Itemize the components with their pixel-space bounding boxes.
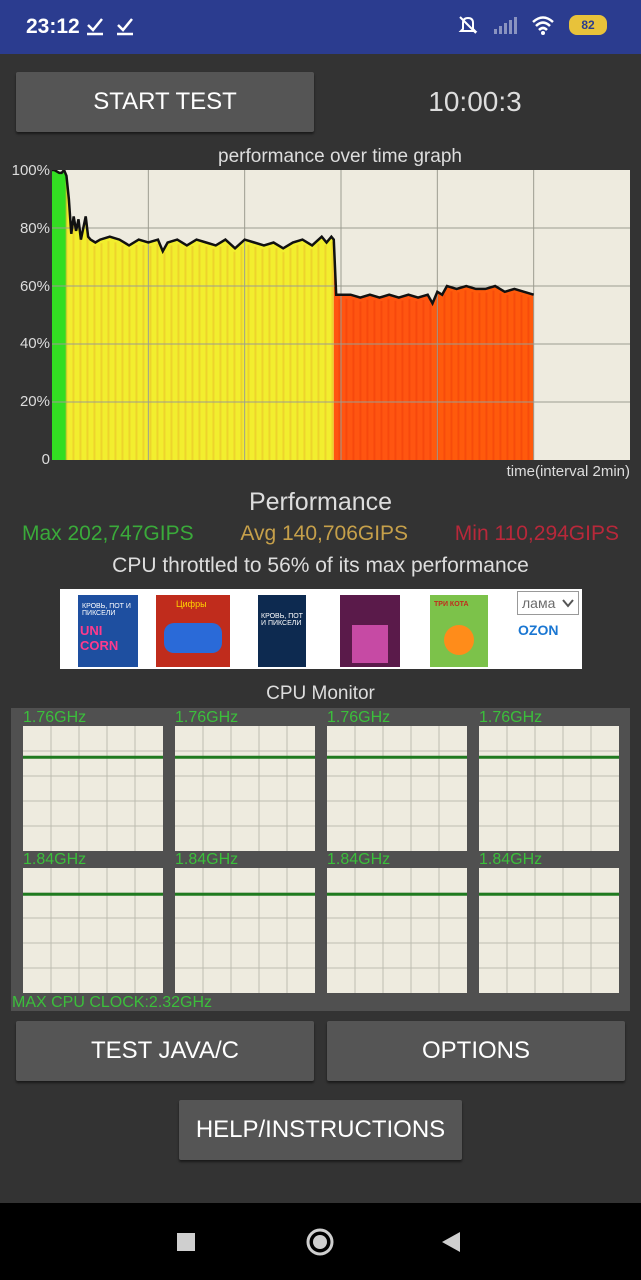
back-icon[interactable]	[441, 1231, 461, 1253]
core-frequency: 1.84GHz	[327, 851, 391, 868]
chevron-down-icon	[562, 599, 574, 608]
core-frequency: 1.76GHz	[175, 709, 239, 726]
core-load-graph	[479, 868, 619, 993]
wifi-icon	[532, 16, 554, 35]
status-bar: 23:12 82	[0, 0, 641, 54]
home-icon[interactable]	[305, 1227, 335, 1257]
ad-book-title: КРОВЬ, ПОТ И ПИКСЕЛИ	[261, 613, 303, 627]
ad-brand: OZON	[518, 622, 559, 638]
ad-book-title: КРОВЬ, ПОТ И ПИКСЕЛИ	[82, 603, 131, 617]
avg-performance: Avg 140,706GIPS	[240, 522, 409, 545]
y-tick-label: 20%	[19, 393, 50, 410]
ad-book-2[interactable]: Цифры	[156, 595, 230, 667]
ad-select[interactable]: лама	[517, 591, 579, 615]
status-time: 23:12	[26, 15, 80, 38]
y-tick-label: 40%	[19, 335, 50, 352]
test-timer: 10:00:3	[428, 86, 522, 117]
performance-band	[333, 239, 433, 460]
min-performance: Min 110,294GIPS	[454, 522, 619, 545]
check-icon	[117, 18, 133, 36]
max-cpu-clock: MAX CPU CLOCK:2.32GHz	[12, 994, 213, 1011]
core-load-graph	[175, 868, 315, 993]
core-load-graph	[479, 726, 619, 851]
recents-icon[interactable]	[176, 1232, 196, 1252]
core-frequency: 1.84GHz	[479, 851, 543, 868]
core-load-graph	[327, 726, 467, 851]
core-frequency: 1.84GHz	[175, 851, 239, 868]
throttle-text: CPU throttled to 56% of its max performa…	[112, 554, 529, 577]
battery-level: 82	[581, 18, 595, 32]
ad-book-3[interactable]: КРОВЬ, ПОТ И ПИКСЕЛИ	[258, 595, 306, 667]
performance-stats: Max 202,747GIPS Avg 140,706GIPS Min 110,…	[0, 522, 641, 546]
check-icon	[87, 18, 103, 36]
y-tick-label: 60%	[19, 278, 50, 295]
performance-title: Performance	[248, 488, 393, 516]
core-load-graph	[23, 726, 163, 851]
core-load-graph	[327, 868, 467, 993]
performance-band	[52, 170, 67, 460]
cpu-monitor-title: CPU Monitor	[266, 683, 375, 704]
ad-book-title: Цифры	[176, 599, 207, 609]
battery-icon: 82	[569, 15, 607, 35]
ad-banner[interactable]: КРОВЬ, ПОТ И ПИКСЕЛИ UNI CORN Цифры КРОВ…	[60, 589, 582, 669]
ad-book-5[interactable]: ТРИ КОТА	[430, 595, 488, 667]
performance-band	[66, 175, 334, 460]
x-axis-label: time(interval 2min)	[506, 463, 630, 480]
y-tick-label: 80%	[19, 220, 50, 237]
options-button[interactable]: OPTIONS	[327, 1021, 625, 1081]
ad-book-title: ТРИ КОТА	[434, 601, 469, 608]
core-load-graph	[175, 726, 315, 851]
max-performance: Max 202,747GIPS	[22, 522, 194, 545]
ad-select-label: лама	[522, 595, 556, 611]
navigation-bar	[0, 1203, 641, 1280]
silent-icon	[458, 16, 478, 34]
graph-title: performance over time graph	[218, 146, 462, 167]
test-java-c-button[interactable]: TEST JAVA/C	[16, 1021, 314, 1081]
y-tick-label: 100%	[11, 162, 50, 179]
performance-band	[432, 286, 534, 460]
performance-line	[52, 170, 535, 307]
core-frequency: 1.76GHz	[23, 709, 87, 726]
start-test-button[interactable]: START TEST	[16, 72, 314, 132]
core-frequency: 1.76GHz	[479, 709, 543, 726]
help-instructions-button[interactable]: HELP/INSTRUCTIONS	[179, 1100, 462, 1160]
ad-book-4[interactable]	[340, 595, 400, 667]
ad-book-1[interactable]: КРОВЬ, ПОТ И ПИКСЕЛИ UNI CORN	[78, 595, 138, 667]
performance-graph-svg	[52, 170, 630, 460]
core-frequency: 1.84GHz	[23, 851, 87, 868]
core-load-graph	[23, 868, 163, 993]
y-tick-label: 0	[41, 451, 50, 468]
ad-book-subtitle: UNI CORN	[80, 623, 119, 653]
signal-icon	[494, 17, 517, 34]
performance-graph	[52, 170, 630, 460]
core-frequency: 1.76GHz	[327, 709, 391, 726]
